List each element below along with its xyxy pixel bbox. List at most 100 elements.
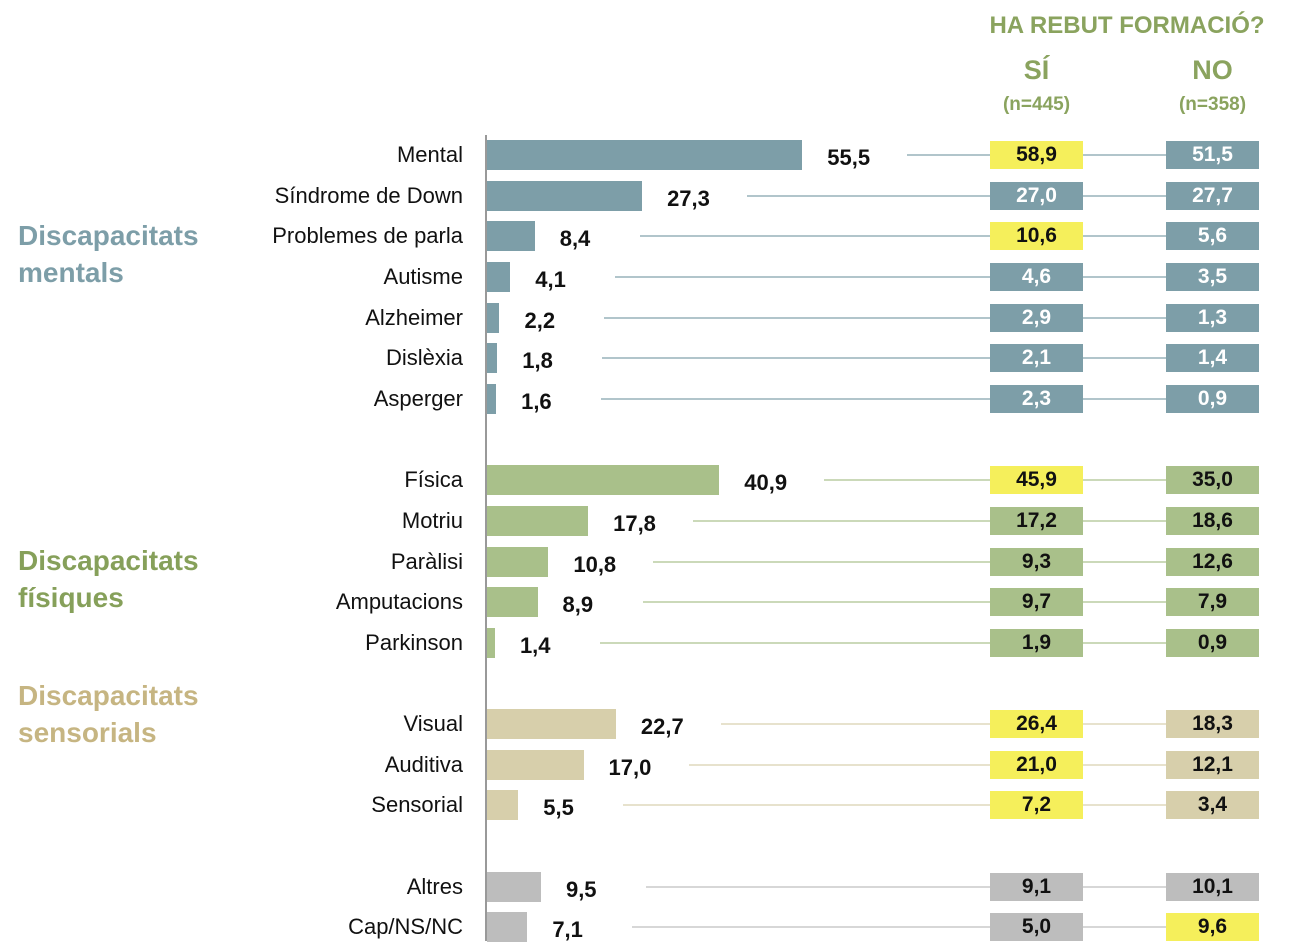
value-label: 55,5 [827, 145, 871, 170]
value-label: 1,6 [521, 388, 552, 414]
value-label: 17,0 [608, 754, 652, 780]
value-label: 27,3 [667, 185, 710, 211]
category-label: Dislèxia [385, 345, 463, 371]
value-label: 5,5 [543, 795, 574, 821]
leader-line [602, 357, 1166, 360]
bar [487, 343, 498, 374]
group-label: Discapacitats sensorials [18, 680, 199, 749]
column-box: 17,2 [990, 506, 1083, 535]
column-box: 3,4 [1166, 791, 1259, 820]
leader-line [632, 926, 1166, 929]
leader-line [688, 763, 1166, 766]
category-label: Parkinson [365, 629, 463, 655]
leader-line [601, 397, 1166, 400]
value-label: 7,1 [552, 917, 583, 943]
column-box: 18,6 [1166, 506, 1259, 535]
column-box: 21,0 [990, 750, 1083, 779]
category-label: Amputacions [335, 589, 463, 615]
leader-line [693, 519, 1166, 522]
bar [487, 587, 538, 618]
column-box: 1,9 [990, 628, 1083, 657]
column-box: 5,6 [1166, 222, 1259, 251]
leader-line [639, 235, 1166, 238]
bar [487, 302, 500, 333]
column-box: 9,7 [990, 588, 1083, 617]
category-label: Asperger [373, 385, 463, 411]
category-label: Problemes de parla [272, 223, 463, 249]
column-box: 26,4 [990, 710, 1083, 739]
column-box: 0,9 [1166, 628, 1259, 657]
bar [487, 221, 535, 252]
leader-line [645, 885, 1166, 888]
value-label: 22,7 [640, 714, 684, 740]
category-label: Sensorial [371, 792, 463, 818]
column-n: (n=445) [1002, 94, 1071, 115]
bar [487, 709, 616, 740]
column-name: SÍ [1023, 55, 1050, 85]
value-label: 4,1 [535, 266, 566, 292]
leader-line [653, 560, 1166, 563]
column-box: 4,6 [990, 262, 1083, 291]
bar [487, 871, 541, 902]
leader-line [747, 194, 1166, 197]
category-label: Altres [406, 873, 463, 899]
column-box: 12,1 [1166, 750, 1259, 779]
column-n: (n=358) [1178, 94, 1247, 115]
value-label: 9,5 [565, 876, 597, 902]
bar [487, 546, 549, 577]
column-box: 51,5 [1166, 141, 1259, 169]
bar [487, 465, 720, 496]
bar [487, 383, 497, 414]
column-box: 5,0 [990, 913, 1083, 942]
column-box: 0,9 [1166, 384, 1259, 413]
category-label: Motriu [401, 507, 463, 533]
column-box: 7,2 [990, 791, 1083, 820]
value-label: 40,9 [744, 470, 788, 496]
group-label: Discapacitats físiques [18, 544, 199, 613]
category-label: Mental [396, 142, 463, 167]
value-label: 10,8 [573, 551, 617, 577]
axis-line [485, 135, 487, 941]
column-box: 9,6 [1166, 913, 1259, 942]
column-box: 7,9 [1166, 588, 1259, 617]
bar [487, 180, 643, 211]
value-label: 8,4 [559, 226, 591, 252]
leader-line [642, 601, 1166, 604]
column-box: 9,3 [990, 547, 1083, 576]
column-box: 12,6 [1166, 547, 1259, 576]
bar [487, 627, 495, 658]
bar [487, 505, 589, 536]
column-box: 3,5 [1166, 262, 1259, 291]
category-label: Visual [403, 711, 463, 737]
column-box: 1,3 [1166, 303, 1259, 332]
column-box: 27,7 [1166, 181, 1259, 210]
header: HA REBUT FORMACIÓ? [989, 12, 1265, 39]
category-label: Paràlisi [390, 548, 463, 574]
leader-line [623, 804, 1166, 807]
leader-line [599, 641, 1166, 644]
value-label: 8,9 [562, 592, 594, 618]
column-box: 2,1 [990, 344, 1083, 373]
bar [487, 140, 803, 170]
column-box: 45,9 [990, 466, 1083, 495]
column-box: 2,9 [990, 303, 1083, 332]
category-label: Autisme [383, 263, 463, 289]
value-label: 1,4 [519, 632, 551, 658]
column-name: NO [1192, 55, 1233, 85]
bar [487, 790, 519, 821]
category-label: Física [404, 467, 463, 493]
leader-line [720, 723, 1166, 726]
column-box: 18,3 [1166, 710, 1259, 739]
leader-line [604, 316, 1166, 319]
column-box: 2,3 [990, 384, 1083, 413]
column-box: 9,1 [990, 872, 1083, 901]
category-label: Auditiva [384, 751, 463, 777]
category-label: Cap/NS/NC [348, 914, 463, 940]
column-box: 1,4 [1166, 344, 1259, 373]
value-label: 2,2 [524, 307, 556, 333]
column-box: 10,6 [990, 222, 1083, 251]
column-box: 10,1 [1166, 872, 1259, 901]
value-label: 1,8 [522, 348, 553, 374]
column-box: 35,0 [1166, 466, 1259, 495]
